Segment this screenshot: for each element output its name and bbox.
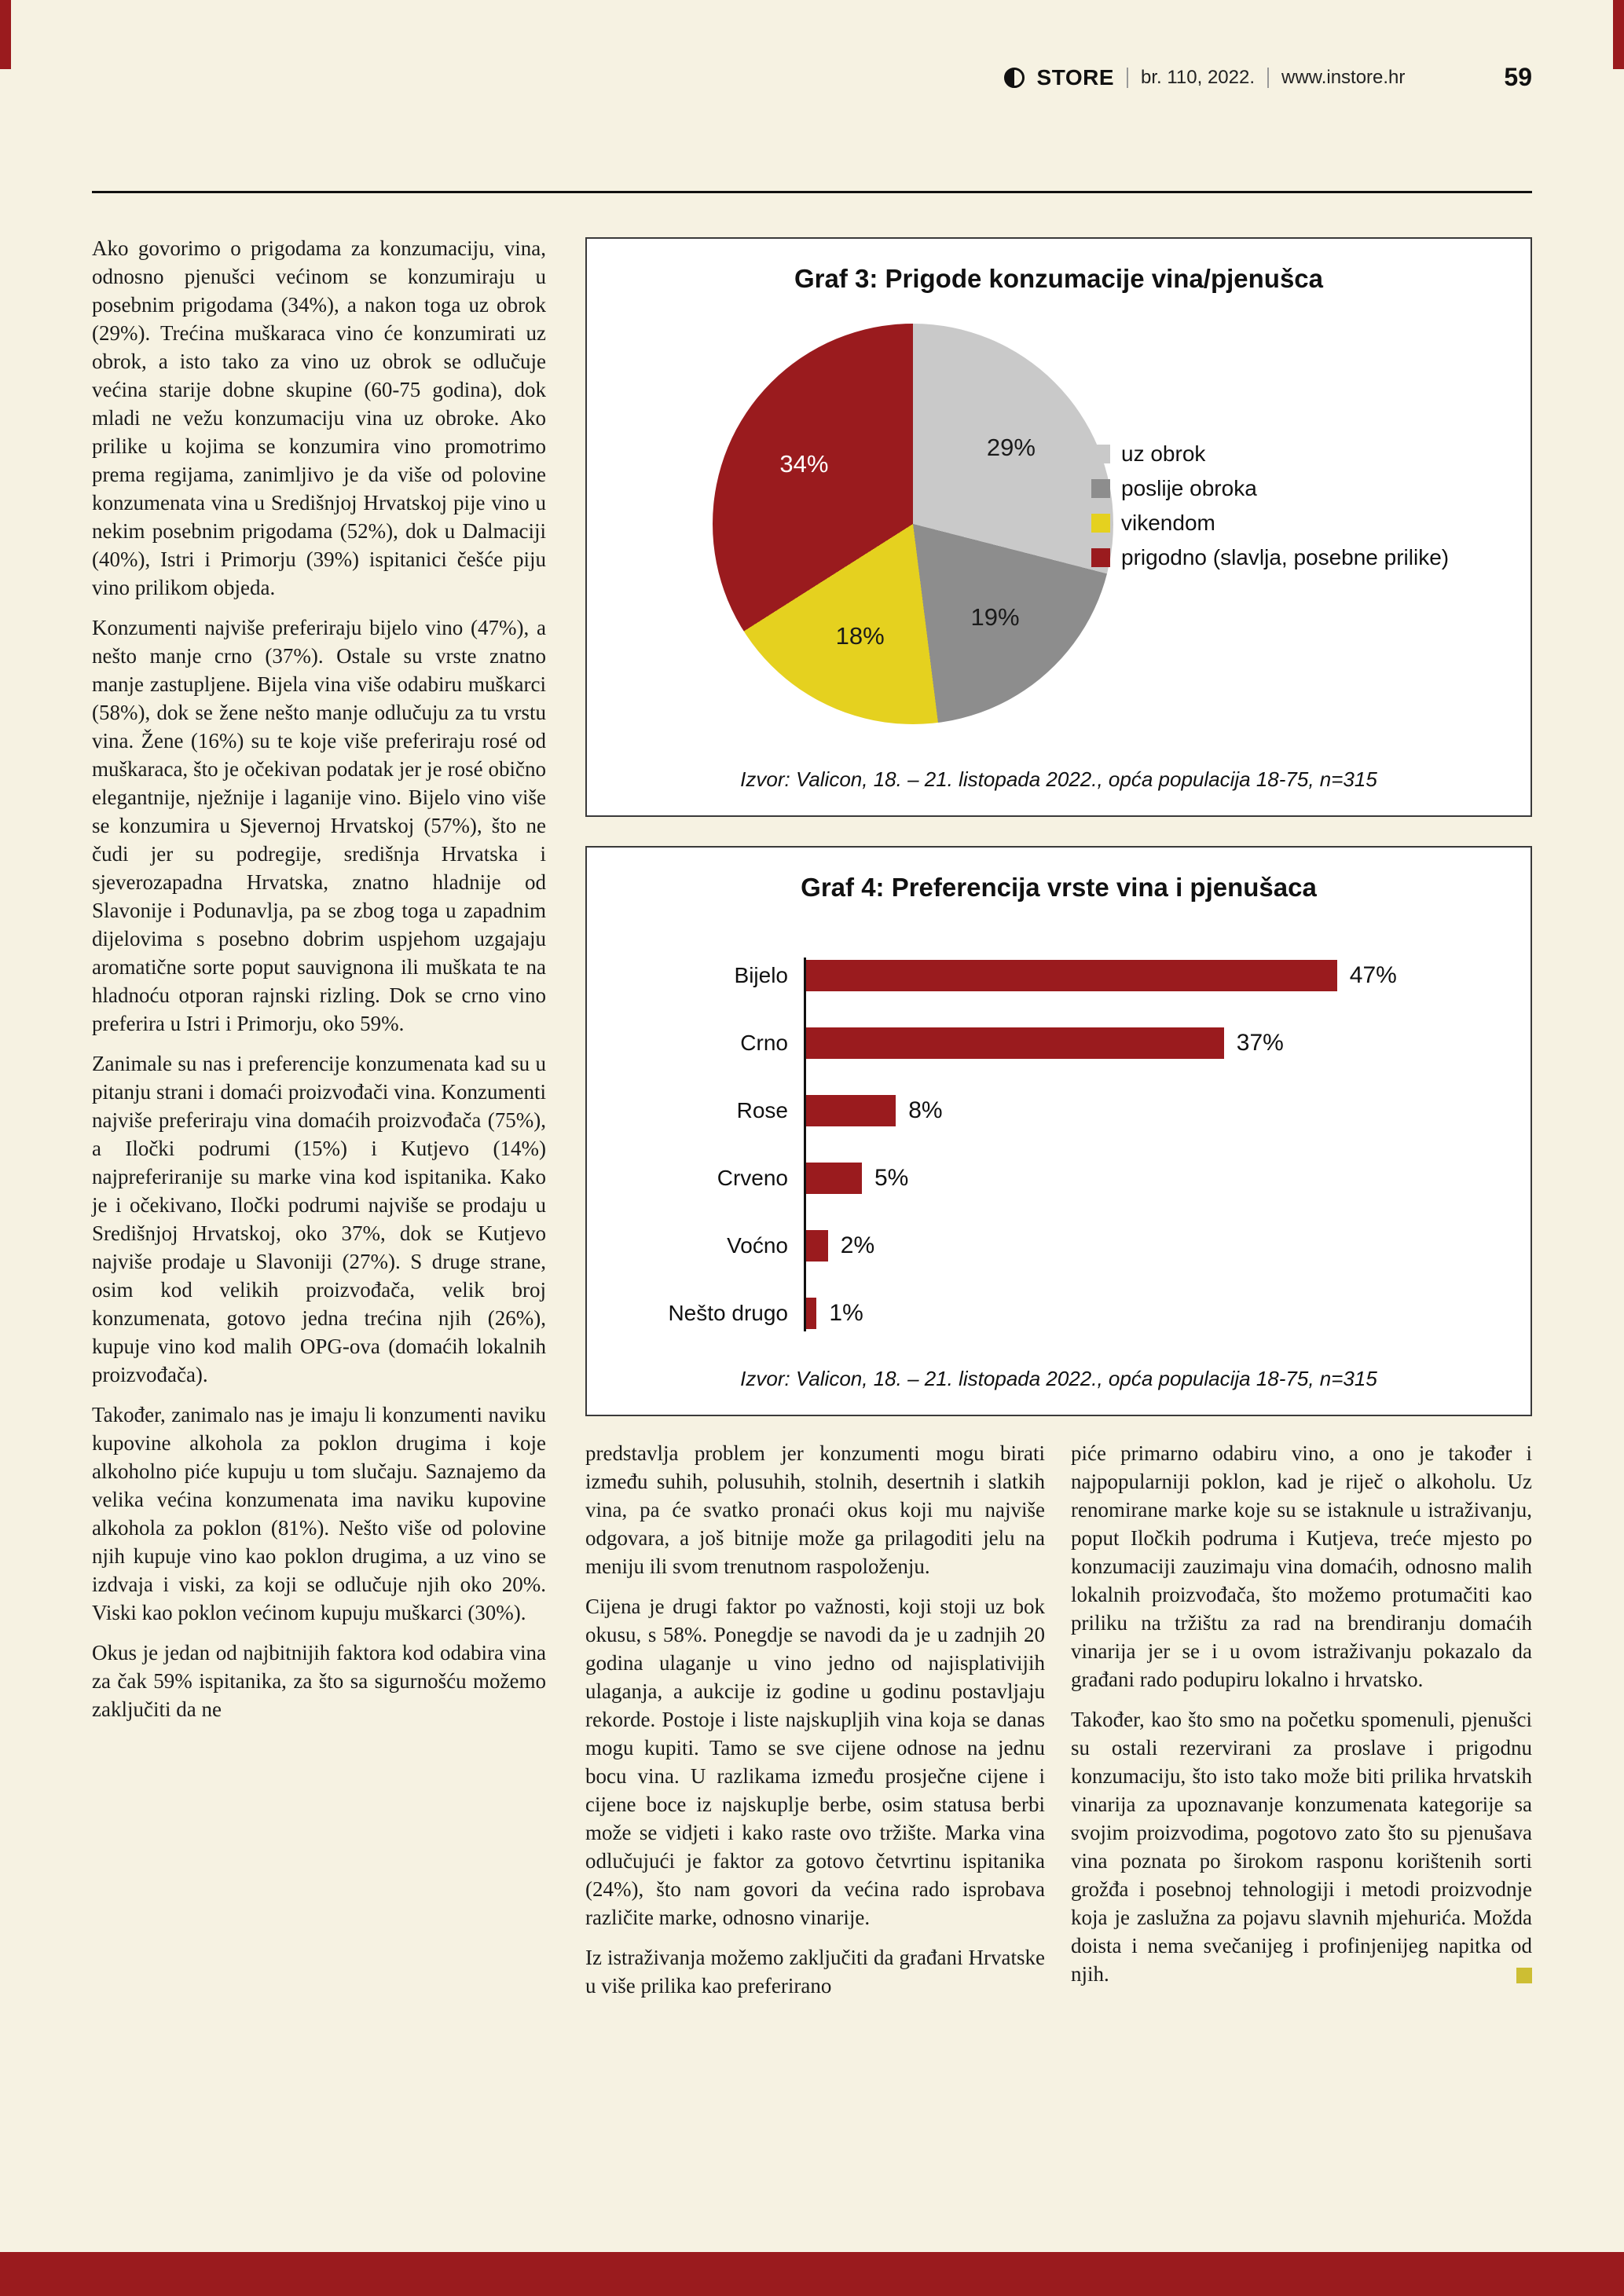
legend-swatch-uz-obrok	[1091, 445, 1110, 463]
bar-bijelo	[805, 960, 1337, 991]
bar-row: Nešto drugo 1%	[603, 1280, 1397, 1347]
chart3-source: Izvor: Valicon, 18. – 21. listopada 2022…	[740, 767, 1377, 791]
legend-swatch-poslije-obroka	[1091, 479, 1110, 498]
bar-nesto-drugo	[805, 1298, 817, 1329]
bar-value-label: 47%	[1349, 962, 1397, 988]
bar-vocno	[805, 1230, 828, 1262]
bar-category-label: Crno	[740, 1031, 788, 1055]
chart3-pie-box: Graf 3: Prigode konzumacije vina/pjenušc…	[585, 237, 1532, 817]
chart4-title: Graf 4: Preferencija vrste vina i pjenuš…	[801, 873, 1317, 902]
bar-category-label: Bijelo	[734, 963, 788, 987]
bar-row: Rose 8%	[603, 1077, 1397, 1144]
legend-swatch-prigodno	[1091, 548, 1110, 567]
legend-label: uz obrok	[1121, 441, 1206, 466]
pie-legend: uz obrok poslije obroka vikendom prigodn…	[1091, 441, 1449, 570]
paragraph: Konzumenti najviše preferiraju bijelo vi…	[92, 616, 546, 1035]
legend-label: vikendom	[1121, 511, 1215, 535]
legend-item: prigodno (slavlja, posebne prilike)	[1091, 545, 1449, 570]
bar-value-label: 37%	[1236, 1030, 1284, 1056]
bar-row: Voćno 2%	[603, 1212, 1397, 1280]
paragraph: piće primarno odabiru vino, a ono je tak…	[1071, 1441, 1532, 1691]
paragraph: Također, zanimalo nas je imaju li konzum…	[92, 1403, 546, 1624]
paragraph: Također, kao što smo na početku spomenul…	[1071, 1708, 1532, 1986]
paragraph: Zanimale su nas i preferencije konzumena…	[92, 1052, 546, 1386]
bar-crno	[805, 1027, 1224, 1059]
pie-slice-label: 19%	[970, 602, 1020, 631]
masthead-issue: br. 110, 2022.	[1141, 66, 1256, 88]
instore-logo-icon	[1003, 67, 1025, 88]
bar-value-label: 2%	[840, 1232, 875, 1258]
pie-slice-label: 34%	[779, 449, 829, 478]
article-right-column: piće primarno odabiru vino, a ono je tak…	[1071, 1439, 1532, 1988]
paragraph: predstavlja problem jer konzumenti mogu …	[585, 1441, 1045, 1578]
bar-crveno	[805, 1163, 862, 1194]
bar-category-label: Voćno	[727, 1233, 788, 1258]
masthead: STORE br. 110, 2022. www.instore.hr 59	[1003, 63, 1532, 92]
article-middle-column: predstavlja problem jer konzumenti mogu …	[585, 1439, 1045, 2012]
bar-chart-axis	[804, 958, 806, 1331]
legend-item: vikendom	[1091, 511, 1449, 536]
article-left-column: Ako govorimo o prigodama za konzumaciju,…	[92, 234, 546, 1735]
bar-row: Crno 37%	[603, 1009, 1397, 1077]
bar-value-label: 5%	[874, 1165, 909, 1191]
bar-value-label: 1%	[829, 1300, 863, 1326]
bar-row: Bijelo 47%	[603, 942, 1397, 1009]
bar-category-label: Nešto drugo	[668, 1301, 788, 1325]
header-rule	[92, 191, 1532, 193]
pie-chart: 29% 19% 18% 34%	[713, 324, 1113, 724]
bar-value-label: 8%	[908, 1097, 943, 1123]
article-end-marker	[1516, 1968, 1532, 1983]
legend-label: poslije obroka	[1121, 476, 1257, 500]
legend-item: poslije obroka	[1091, 476, 1449, 501]
page-number: 59	[1504, 63, 1532, 91]
masthead-separator	[1267, 67, 1270, 88]
pie-slice-label: 29%	[986, 434, 1036, 462]
paragraph: Ako govorimo o prigodama za konzumaciju,…	[92, 236, 546, 599]
bottom-red-bar	[0, 2252, 1624, 2296]
bar-category-label: Crveno	[717, 1166, 788, 1190]
chart4-bar-box: Graf 4: Preferencija vrste vina i pjenuš…	[585, 846, 1532, 1416]
masthead-separator	[1127, 67, 1128, 88]
bar-chart: Bijelo 47% Crno 37% Rose 8% Crveno 5% Vo…	[603, 942, 1397, 1347]
bar-rose	[805, 1095, 896, 1126]
paragraph: Cijena je drugi faktor po važnosti, koji…	[585, 1595, 1045, 1929]
legend-label: prigodno (slavlja, posebne prilike)	[1121, 545, 1450, 569]
paragraph: Iz istraživanja možemo zaključiti da gra…	[585, 1946, 1045, 1998]
chart4-source: Izvor: Valicon, 18. – 21. listopada 2022…	[740, 1367, 1377, 1390]
bar-category-label: Rose	[736, 1098, 788, 1122]
bar-row: Crveno 5%	[603, 1144, 1397, 1212]
paragraph: Okus je jedan od najbitnijih faktora kod…	[92, 1641, 546, 1721]
masthead-website-link[interactable]: www.instore.hr	[1281, 66, 1406, 88]
top-right-red-bar	[1613, 0, 1624, 69]
legend-item: uz obrok	[1091, 441, 1449, 467]
top-left-red-bar	[0, 0, 11, 69]
legend-swatch-vikendom	[1091, 514, 1110, 533]
chart3-title: Graf 3: Prigode konzumacije vina/pjenušc…	[794, 264, 1324, 293]
pie-slice-label: 18%	[835, 622, 885, 650]
masthead-logo: STORE	[1036, 64, 1114, 90]
